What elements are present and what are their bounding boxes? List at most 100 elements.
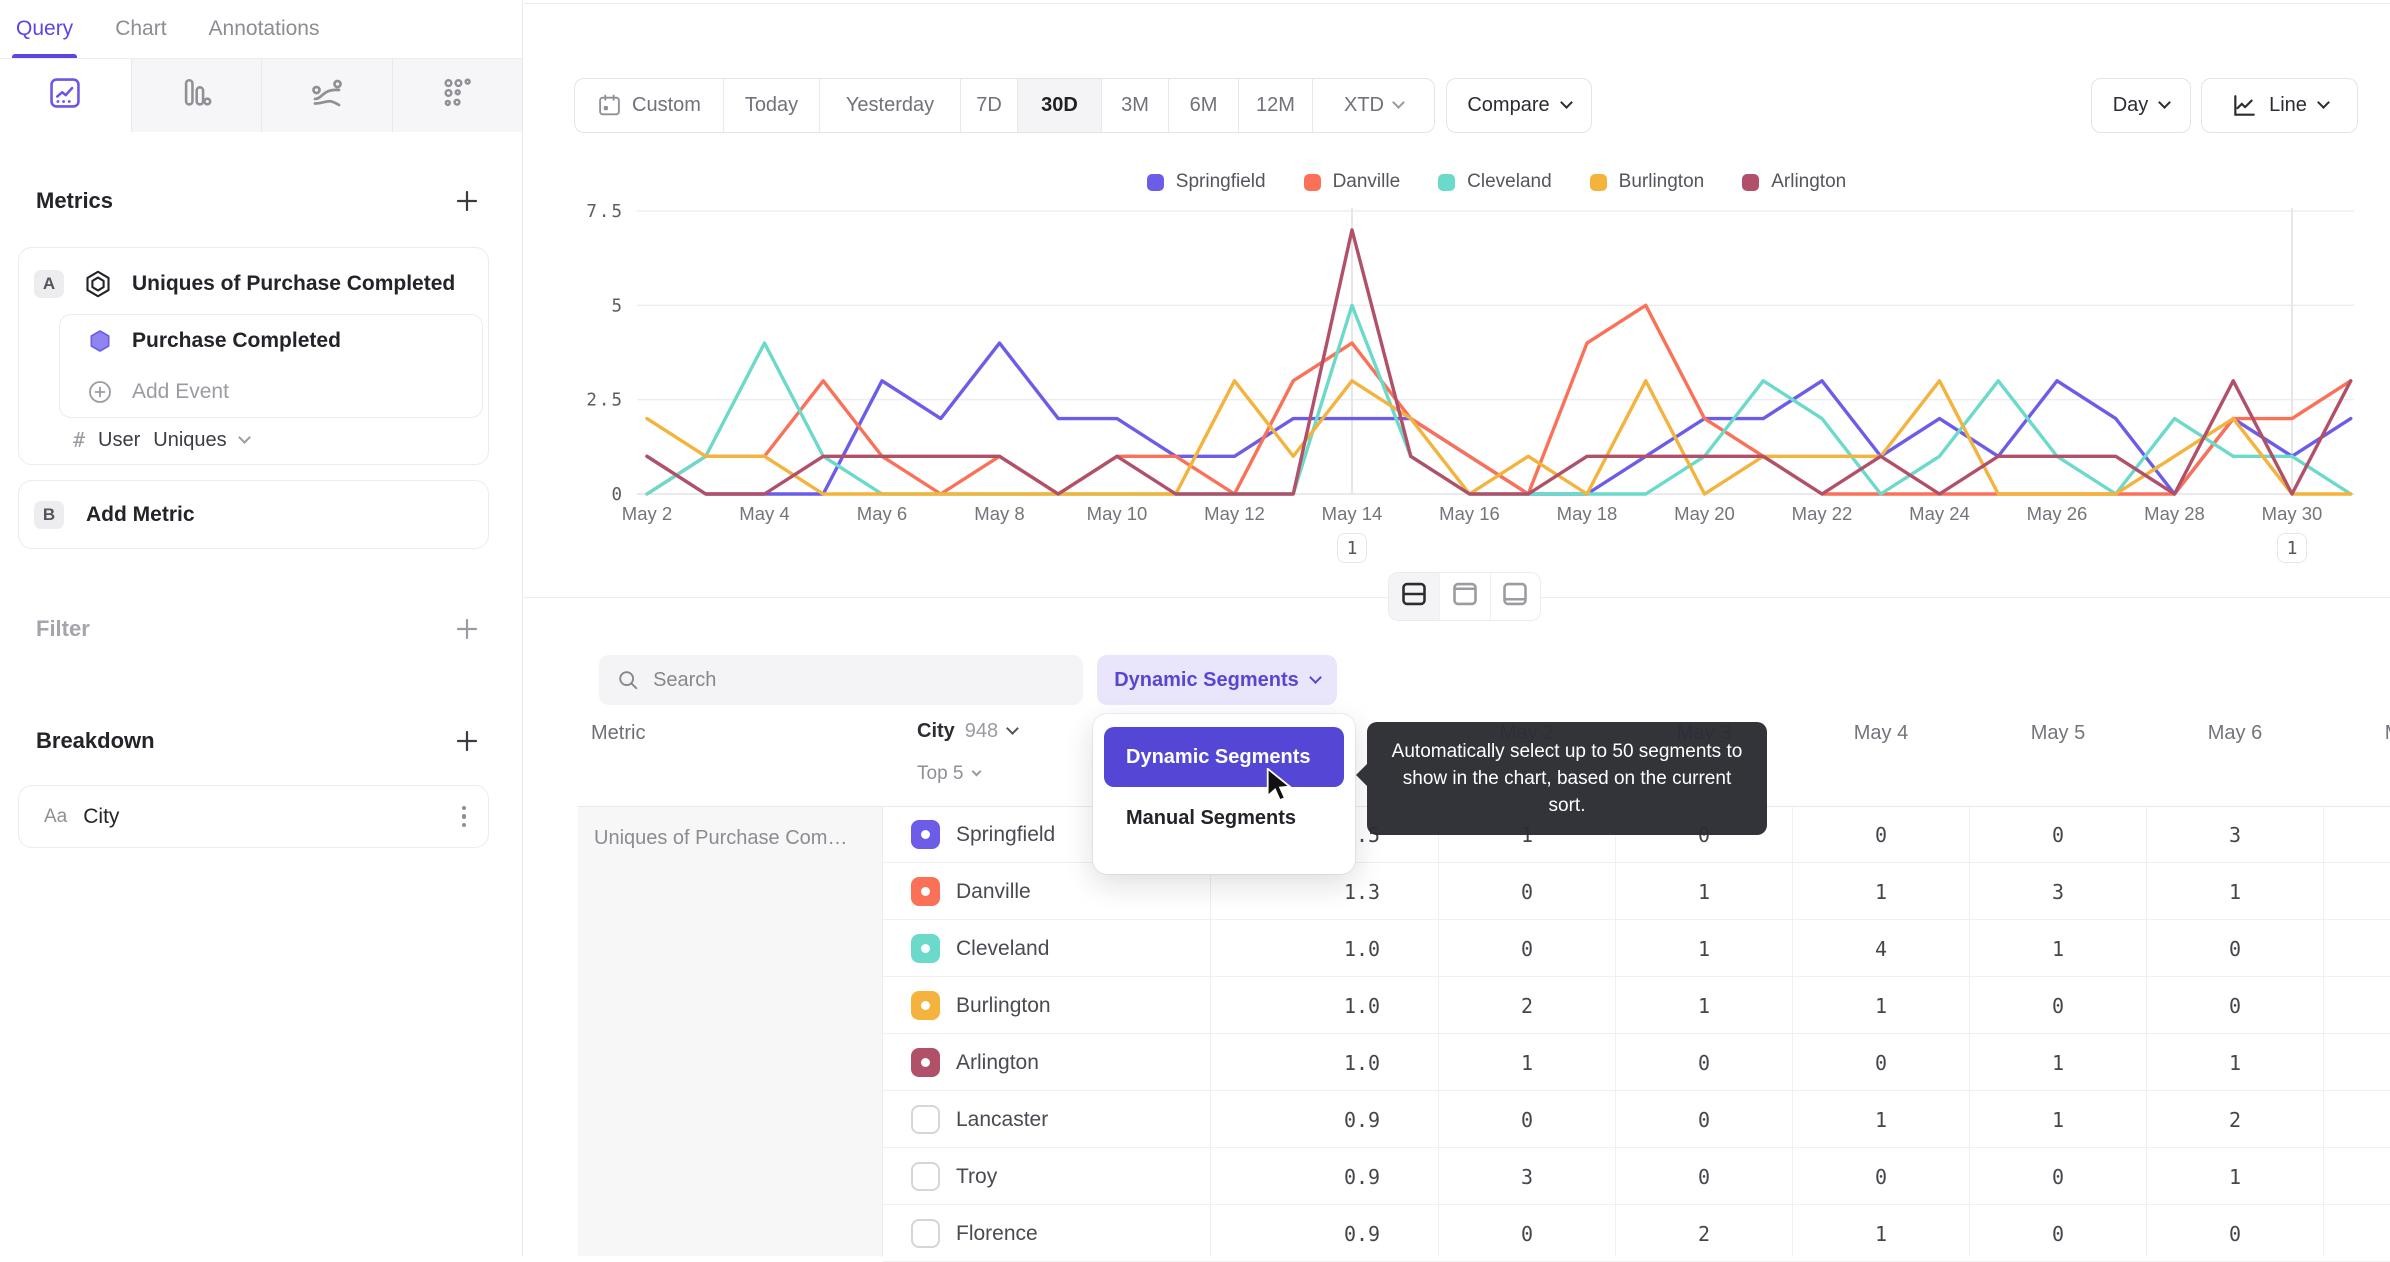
date-range-control: Custom Today Yesterday 7D 30D 3M 6M 12M XTD	[574, 78, 1435, 133]
column-divider	[2323, 807, 2324, 1256]
toggle-table-only-view[interactable]	[1489, 573, 1540, 620]
date-range-12m[interactable]: 12M	[1238, 79, 1312, 132]
measure-selector[interactable]: # User Uniques	[73, 428, 251, 452]
svg-text:2.5: 2.5	[586, 391, 624, 411]
bar-chart-icon	[179, 76, 213, 115]
chart-type-line-chart[interactable]	[0, 59, 131, 132]
chart-type-scatter[interactable]	[391, 59, 522, 132]
day-value: 0	[1697, 1050, 1711, 1075]
tab-query[interactable]: Query	[11, 0, 78, 58]
segment-checkbox-checked[interactable]	[911, 991, 940, 1020]
segment-checkbox-unchecked[interactable]	[911, 1219, 940, 1248]
annotation-badge-may-30[interactable]: 1	[2277, 533, 2307, 563]
metric-a-name[interactable]: Uniques of Purchase Completed	[132, 272, 456, 295]
day-value: 0	[1520, 936, 1534, 961]
svg-text:May 14: May 14	[1322, 503, 1383, 524]
avg-value: 0.9	[1343, 1164, 1381, 1189]
segment-city-label: Troy	[956, 1164, 998, 1188]
menu-item-dynamic-segments[interactable]: Dynamic Segments	[1104, 727, 1344, 787]
legend-item-cleveland[interactable]: Cleveland	[1438, 171, 1552, 193]
date-range-label: Yesterday	[845, 94, 935, 116]
city-options-kebab-button[interactable]	[456, 800, 473, 834]
date-range-3m[interactable]: 3M	[1101, 79, 1168, 132]
breakdown-column-header[interactable]: City 948	[917, 720, 1020, 743]
compare-button[interactable]: Compare	[1446, 78, 1592, 133]
avg-value: 0.9	[1343, 1221, 1381, 1246]
legend-item-springfield[interactable]: Springfield	[1146, 171, 1266, 193]
day-value: 1	[2051, 936, 2065, 961]
date-range-xtd[interactable]: XTD	[1312, 79, 1434, 132]
split-view-icon	[1399, 580, 1429, 613]
line-chart-icon	[2234, 94, 2255, 116]
day-value: 1	[1697, 936, 1711, 961]
dynamic-segments-tooltip: Automatically select up to 50 segments t…	[1356, 722, 1767, 835]
day-value: 0	[1874, 1050, 1888, 1075]
segment-checkbox-checked[interactable]	[911, 820, 940, 849]
date-range-today[interactable]: Today	[723, 79, 819, 132]
tab-chart[interactable]: Chart	[115, 17, 167, 40]
date-range-30d[interactable]: 30D	[1017, 79, 1101, 132]
segment-checkbox-checked[interactable]	[911, 1048, 940, 1077]
toggle-chart-only-view[interactable]	[1439, 573, 1490, 620]
day-value: 0	[1520, 1107, 1534, 1132]
add-breakdown-plus-button[interactable]	[454, 728, 480, 754]
segment-checkbox-unchecked[interactable]	[911, 1105, 940, 1134]
segment-checkbox-checked[interactable]	[911, 877, 940, 906]
legend-swatch	[1438, 173, 1456, 191]
chart-type-flow[interactable]	[261, 59, 392, 132]
segment-checkbox-unchecked[interactable]	[911, 1162, 940, 1191]
circle-plus-icon	[89, 380, 111, 403]
compare-label: Compare	[1467, 94, 1550, 116]
chevron-down-icon	[2317, 96, 2330, 109]
legend-item-arlington[interactable]: Arlington	[1742, 171, 1846, 193]
sidebar-tabs: Query Chart Annotations	[0, 0, 522, 59]
date-range-yesterday[interactable]: Yesterday	[819, 79, 960, 132]
date-range-custom[interactable]: Custom	[575, 79, 723, 132]
date-range-6m[interactable]: 6M	[1168, 79, 1238, 132]
line-chart[interactable]: 0 2.5 5 7.5 May 2 May 4 May 6 May 8 May 10 May 12…	[524, 200, 2390, 545]
search-input[interactable]	[653, 668, 1065, 692]
chevron-down-icon	[1392, 96, 1405, 109]
chart-type-bar-chart[interactable]	[130, 59, 261, 132]
annotation-badge-may-14[interactable]: 1	[1337, 533, 1367, 563]
tab-annotations[interactable]: Annotations	[208, 17, 320, 40]
interval-button[interactable]: Day	[2091, 78, 2191, 133]
svg-text:0: 0	[611, 485, 624, 505]
svg-text:May 12: May 12	[1204, 503, 1265, 524]
table-row-lancaster: Lancaster 0.9 0 0 1 1 2	[883, 1091, 2390, 1148]
date-range-7d[interactable]: 7D	[960, 79, 1017, 132]
chevron-down-icon	[1308, 670, 1322, 684]
top-hairline	[524, 3, 2390, 4]
legend-swatch	[1742, 173, 1760, 191]
day-value: 0	[1520, 1221, 1534, 1246]
top-filter-control[interactable]: Top 5	[917, 763, 982, 785]
day-value: 0	[2228, 1221, 2242, 1246]
filter-title: Filter	[36, 616, 90, 641]
chart-style-button[interactable]: Line	[2201, 78, 2358, 133]
svg-text:May 4: May 4	[739, 503, 789, 524]
segments-mode-button[interactable]: Dynamic Segments	[1097, 655, 1337, 705]
legend-item-danville[interactable]: Danville	[1303, 171, 1400, 193]
segment-search[interactable]	[599, 655, 1083, 705]
line-chart-icon	[48, 76, 82, 115]
date-range-label: 3M	[1121, 94, 1149, 116]
plus-icon	[456, 618, 478, 640]
add-event-row[interactable]: Add Event	[60, 366, 482, 417]
metric-a-badge: A	[34, 270, 64, 298]
event-row-purchase-completed[interactable]: Purchase Completed	[60, 315, 482, 366]
svg-text:5: 5	[611, 296, 624, 316]
add-metric-plus-button[interactable]	[454, 188, 480, 214]
segment-checkbox-checked[interactable]	[911, 934, 940, 963]
legend-item-burlington[interactable]: Burlington	[1589, 171, 1704, 193]
toggle-split-view[interactable]	[1389, 573, 1440, 620]
chevron-down-icon	[1559, 96, 1573, 109]
view-toggle-group	[1388, 572, 1541, 621]
date-range-label: XTD	[1344, 94, 1384, 116]
breakdown-city-card[interactable]: Aa City	[18, 785, 489, 848]
day-value: 1	[2228, 879, 2242, 904]
menu-item-manual-segments[interactable]: Manual Segments	[1126, 806, 1297, 829]
add-filter-plus-button[interactable]	[454, 616, 480, 642]
day-value: 0	[1874, 1164, 1888, 1189]
svg-text:May 26: May 26	[2027, 503, 2088, 524]
metric-b-card[interactable]: B Add Metric	[18, 480, 489, 549]
